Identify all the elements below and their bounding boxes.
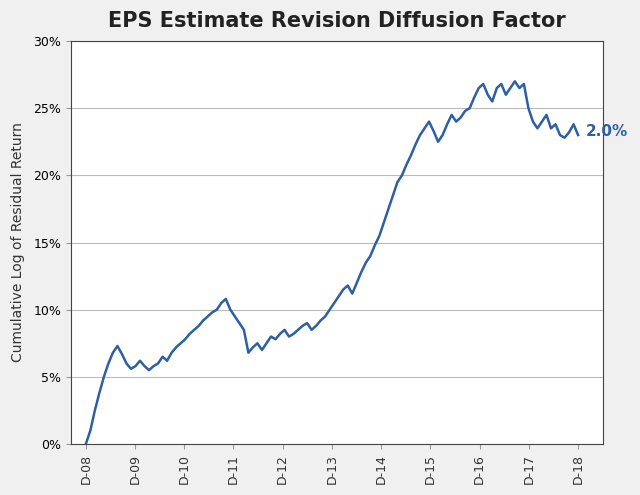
Title: EPS Estimate Revision Diffusion Factor: EPS Estimate Revision Diffusion Factor [108, 11, 566, 31]
Text: 2.0%: 2.0% [586, 124, 628, 139]
Y-axis label: Cumulative Log of Residual Return: Cumulative Log of Residual Return [11, 123, 25, 362]
